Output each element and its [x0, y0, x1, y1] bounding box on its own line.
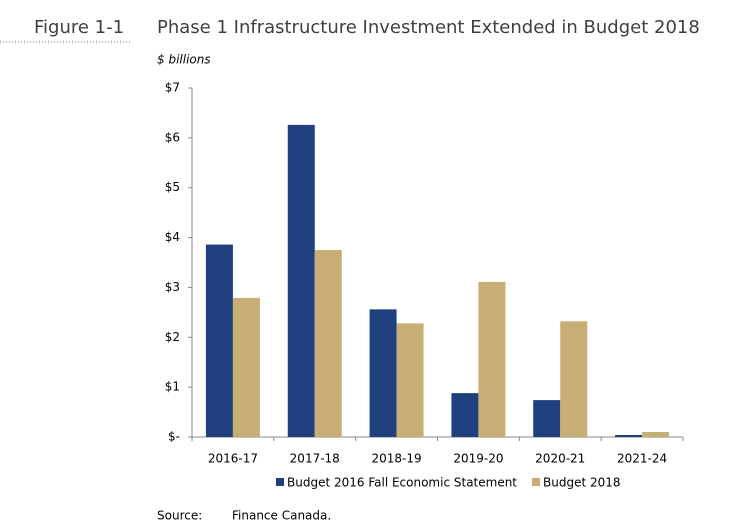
source-label: Source:: [157, 509, 202, 523]
y-tick-label: $6: [165, 130, 180, 144]
bar: [642, 432, 670, 437]
y-tick-label: $3: [165, 280, 180, 294]
y-tick-label: $1: [165, 380, 180, 394]
source-text: Finance Canada.: [232, 509, 331, 523]
bar: [314, 250, 342, 437]
bar: [533, 400, 561, 437]
y-tick-label: $2: [165, 330, 180, 344]
x-tick-label: 2021-24: [617, 452, 667, 466]
x-tick-label: 2019-20: [453, 452, 503, 466]
x-tick-label: 2020-21: [535, 452, 585, 466]
x-tick-label: 2016-17: [208, 452, 258, 466]
legend-swatch: [532, 478, 540, 486]
x-tick-label: 2017-18: [290, 452, 340, 466]
bar: [287, 124, 315, 437]
y-tick-label: $4: [165, 230, 180, 244]
bar: [369, 309, 397, 437]
bar: [205, 244, 233, 437]
bar: [560, 321, 588, 437]
bar: [396, 323, 424, 437]
legend-label: Budget 2018: [543, 476, 621, 490]
bar: [478, 281, 506, 437]
legend-swatch: [276, 478, 284, 486]
y-tick-label: $7: [165, 81, 180, 95]
x-tick-label: 2018-19: [372, 452, 422, 466]
y-tick-label: $-: [168, 430, 180, 444]
y-axis-label: $ billions: [157, 53, 211, 67]
chart-title: Phase 1 Infrastructure Investment Extend…: [157, 17, 700, 38]
legend-label: Budget 2016 Fall Economic Statement: [287, 476, 517, 490]
bar: [232, 297, 260, 437]
bar: [615, 435, 643, 437]
bar: [451, 393, 479, 437]
y-tick-label: $5: [165, 180, 180, 194]
figure-label: Figure 1-1: [34, 17, 124, 38]
